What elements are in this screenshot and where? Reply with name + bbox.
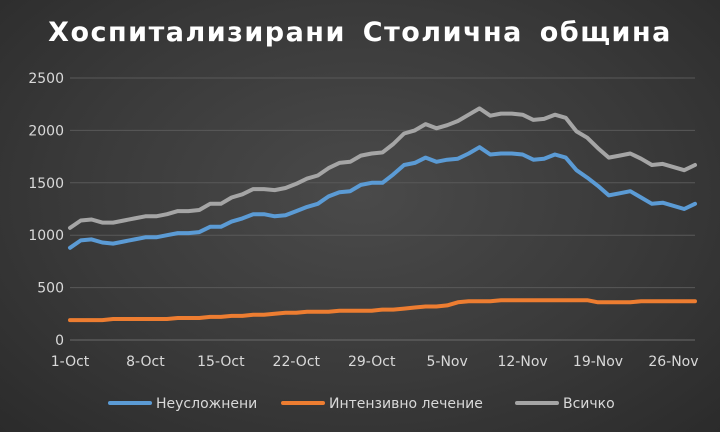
y-tick-label: 500 <box>37 281 64 297</box>
x-tick-label: 5-Nov <box>427 354 468 370</box>
series-line <box>68 145 697 250</box>
y-tick-label: 1500 <box>28 176 64 192</box>
x-tick-label: 12-Nov <box>497 354 547 370</box>
x-tick-label: 8-Oct <box>126 354 165 370</box>
y-tick-label: 2000 <box>28 123 64 139</box>
x-tick-label: 29-Oct <box>348 354 396 370</box>
legend-label: Всичко <box>563 396 615 412</box>
x-tick-label: 19-Nov <box>573 354 623 370</box>
y-tick-label: 2500 <box>28 71 64 87</box>
y-tick-label: 1000 <box>28 228 64 244</box>
chart-title: Хоспитализирани Столична община <box>48 17 672 48</box>
legend-label: Интензивно лечение <box>329 396 483 412</box>
x-tick-label: 1-Oct <box>51 354 90 370</box>
y-tick-label: 0 <box>55 333 64 349</box>
x-tick-label: 26-Nov <box>648 354 698 370</box>
series-line <box>68 106 697 230</box>
series-line <box>68 298 697 323</box>
x-tick-label: 15-Oct <box>197 354 245 370</box>
x-tick-label: 22-Oct <box>273 354 321 370</box>
legend-label: Неусложнени <box>156 396 257 412</box>
